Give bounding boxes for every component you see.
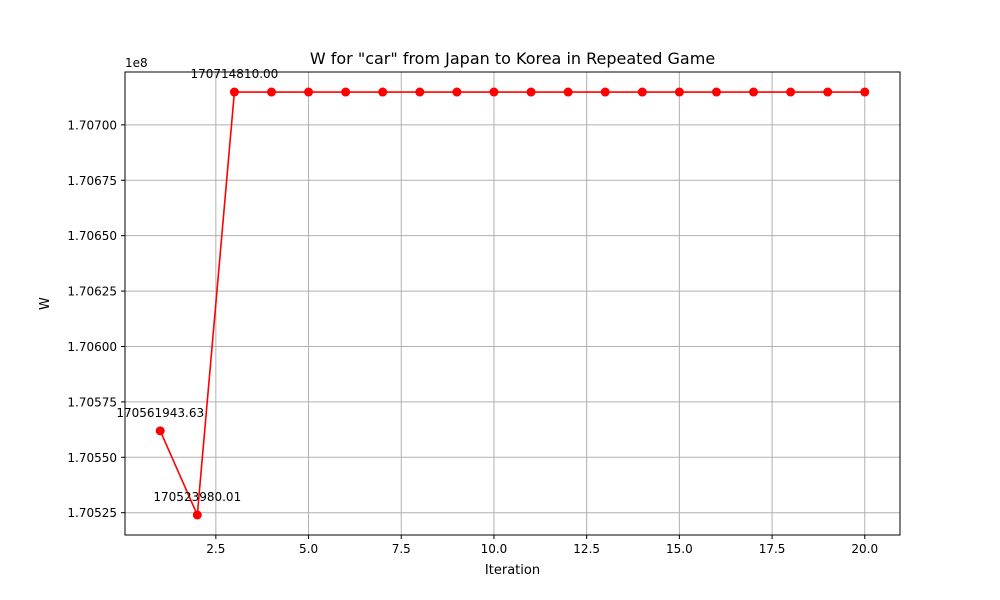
- chart-title: W for "car" from Japan to Korea in Repea…: [310, 49, 715, 68]
- data-point: [823, 87, 833, 97]
- data-point: [786, 87, 796, 97]
- x-axis-ticks: 2.5 5.0 7.5 10.0 12.5 15.0 17.5 20.0: [206, 535, 878, 556]
- y-tick-label: 1.70525: [67, 506, 117, 520]
- data-point: [378, 87, 388, 97]
- x-tick-label: 7.5: [392, 542, 411, 556]
- x-tick-label: 5.0: [299, 542, 318, 556]
- plot-frame: [124, 71, 901, 536]
- data-label: 170714810.00: [190, 67, 278, 81]
- y-tick-label: 1.70650: [67, 229, 117, 243]
- y-offset-label: 1e8: [125, 56, 148, 70]
- data-point: [711, 87, 721, 97]
- data-point: [860, 87, 870, 97]
- x-axis-label: Iteration: [485, 563, 540, 578]
- data-point: [304, 87, 314, 97]
- data-point: [155, 426, 165, 436]
- x-tick-label: 15.0: [666, 542, 693, 556]
- data-label: 170561943.63: [116, 406, 204, 420]
- y-tick-label: 1.70700: [67, 118, 117, 132]
- series-layer: [155, 87, 870, 520]
- data-point: [341, 87, 351, 97]
- data-point: [266, 87, 276, 97]
- data-point: [489, 87, 499, 97]
- data-point: [526, 87, 536, 97]
- y-tick-label: 1.70675: [67, 174, 117, 188]
- data-point: [229, 87, 239, 97]
- data-point: [452, 87, 462, 97]
- data-point: [415, 87, 425, 97]
- x-tick-label: 20.0: [851, 542, 878, 556]
- data-point: [600, 87, 610, 97]
- y-axis-ticks: 1.70525 1.70550 1.70575 1.70600 1.70625 1.706…: [67, 118, 125, 520]
- x-tick-label: 10.0: [481, 542, 508, 556]
- data-point: [192, 510, 202, 520]
- x-tick-label: 12.5: [573, 542, 600, 556]
- y-tick-label: 1.70550: [67, 451, 117, 465]
- data-point: [674, 87, 684, 97]
- y-tick-label: 1.70600: [67, 340, 117, 354]
- y-tick-label: 1.70575: [67, 395, 117, 409]
- x-tick-label: 2.5: [206, 542, 225, 556]
- grid-lines: [125, 72, 900, 535]
- series-line: [159, 91, 865, 516]
- data-point: [749, 87, 759, 97]
- data-label: 170523980.01: [153, 490, 241, 504]
- y-axis-label: W: [38, 297, 53, 310]
- data-point: [637, 87, 647, 97]
- data-point: [563, 87, 573, 97]
- x-tick-label: 17.5: [759, 542, 786, 556]
- y-tick-label: 1.70625: [67, 285, 117, 299]
- annotations: 170561943.63 170523980.01 170714810.00: [116, 67, 278, 504]
